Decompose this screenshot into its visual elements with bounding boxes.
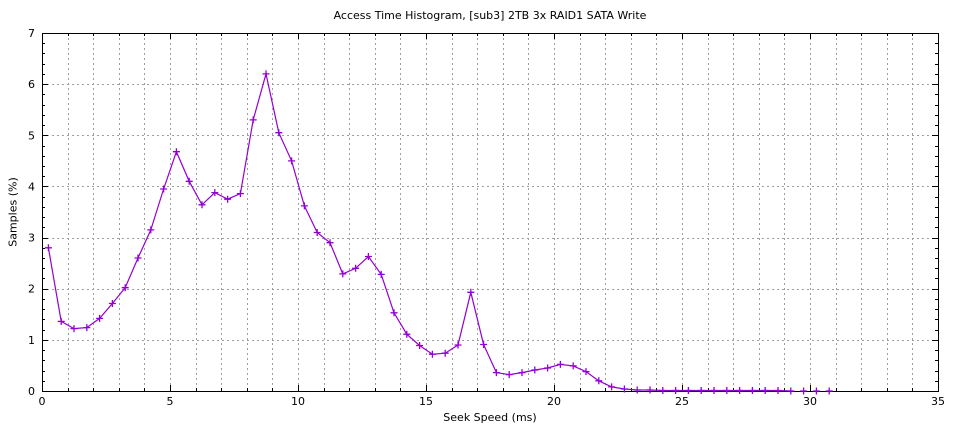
- grid-lines: [42, 33, 938, 391]
- data-point-marker: [96, 314, 104, 322]
- data-point-marker: [275, 129, 283, 137]
- data-point-marker: [697, 387, 705, 394]
- data-point-marker: [544, 364, 552, 372]
- y-tick-label: 6: [28, 78, 35, 91]
- x-tick-label: 5: [167, 395, 174, 408]
- data-point-marker: [684, 387, 692, 394]
- y-tick-label: 1: [28, 334, 35, 347]
- data-point-marker: [403, 330, 411, 338]
- y-tick-label: 7: [28, 27, 35, 40]
- y-tick-label: 0: [28, 385, 35, 398]
- data-point-marker: [633, 386, 641, 394]
- data-point-marker: [736, 387, 744, 394]
- data-point-marker: [825, 387, 833, 395]
- data-point-marker: [249, 116, 257, 124]
- chart-title: Access Time Histogram, [sub3] 2TB 3x RAI…: [333, 9, 647, 22]
- data-point-marker: [595, 377, 603, 385]
- y-tick-label: 3: [28, 232, 35, 245]
- data-point-marker: [761, 387, 769, 394]
- data-point-marker: [723, 387, 731, 394]
- data-point-marker: [659, 387, 667, 394]
- data-point-marker: [441, 349, 449, 357]
- data-point-marker: [454, 341, 462, 349]
- data-point-marker: [582, 368, 590, 376]
- x-tick-label: 35: [931, 395, 945, 408]
- data-point-marker: [134, 254, 142, 262]
- data-point-marker: [288, 157, 296, 165]
- data-point-marker: [531, 366, 539, 374]
- y-tick-label: 2: [28, 283, 35, 296]
- data-point-marker: [748, 387, 756, 394]
- x-tick-label: 25: [675, 395, 689, 408]
- y-tick-label: 5: [28, 129, 35, 142]
- tick-marks: [42, 33, 939, 392]
- data-point-marker: [556, 360, 564, 368]
- data-point-marker: [672, 387, 680, 394]
- data-point-marker: [108, 300, 116, 307]
- data-point-marker: [83, 324, 91, 332]
- data-point-marker: [313, 229, 321, 236]
- data-point-marker: [569, 362, 577, 370]
- data-point-marker: [352, 264, 360, 272]
- data-point-marker: [121, 284, 129, 292]
- data-point-marker: [480, 341, 488, 348]
- data-point-marker: [147, 226, 155, 234]
- data-point-marker: [800, 387, 808, 395]
- data-point-marker: [608, 383, 616, 391]
- data-point-marker: [198, 201, 206, 209]
- data-point-marker: [710, 387, 718, 394]
- data-point-marker: [467, 288, 475, 296]
- x-tick-label: 20: [547, 395, 561, 408]
- data-point-marker: [300, 202, 308, 210]
- data-point-marker: [224, 195, 232, 203]
- data-point-marker: [339, 270, 347, 278]
- data-point-marker: [416, 342, 424, 349]
- data-point-marker: [390, 309, 398, 317]
- x-tick-label: 30: [803, 395, 817, 408]
- data-point-marker: [620, 385, 628, 393]
- data-point-marker: [185, 177, 193, 185]
- data-point-marker: [326, 239, 334, 247]
- data-point-marker: [364, 253, 372, 260]
- data-point-marker: [646, 386, 654, 394]
- tick-labels: 0 5 10 15 20 25 30 35 0 1 2 3 4 5 6 7: [28, 27, 945, 408]
- data-point-marker: [172, 148, 180, 156]
- data-point-marker: [492, 369, 500, 377]
- x-tick-label: 15: [419, 395, 433, 408]
- data-point-marker: [211, 189, 219, 197]
- plot-border: [42, 33, 939, 392]
- data-point-marker: [377, 270, 385, 278]
- data-series: [44, 70, 833, 395]
- data-point-marker: [518, 369, 526, 377]
- y-tick-label: 4: [28, 180, 35, 193]
- data-point-marker: [262, 70, 270, 78]
- data-point-marker: [774, 387, 782, 394]
- data-point-marker: [70, 325, 78, 333]
- x-axis-label: Seek Speed (ms): [443, 411, 537, 424]
- data-point-marker: [236, 190, 244, 198]
- x-tick-label: 10: [291, 395, 305, 408]
- data-point-marker: [428, 350, 436, 358]
- data-point-marker: [160, 185, 168, 193]
- data-point-marker: [44, 244, 52, 252]
- data-point-marker: [812, 387, 820, 395]
- x-tick-label: 0: [39, 395, 46, 408]
- data-point-marker: [57, 317, 65, 325]
- data-point-marker: [505, 371, 513, 379]
- data-point-marker: [787, 387, 795, 395]
